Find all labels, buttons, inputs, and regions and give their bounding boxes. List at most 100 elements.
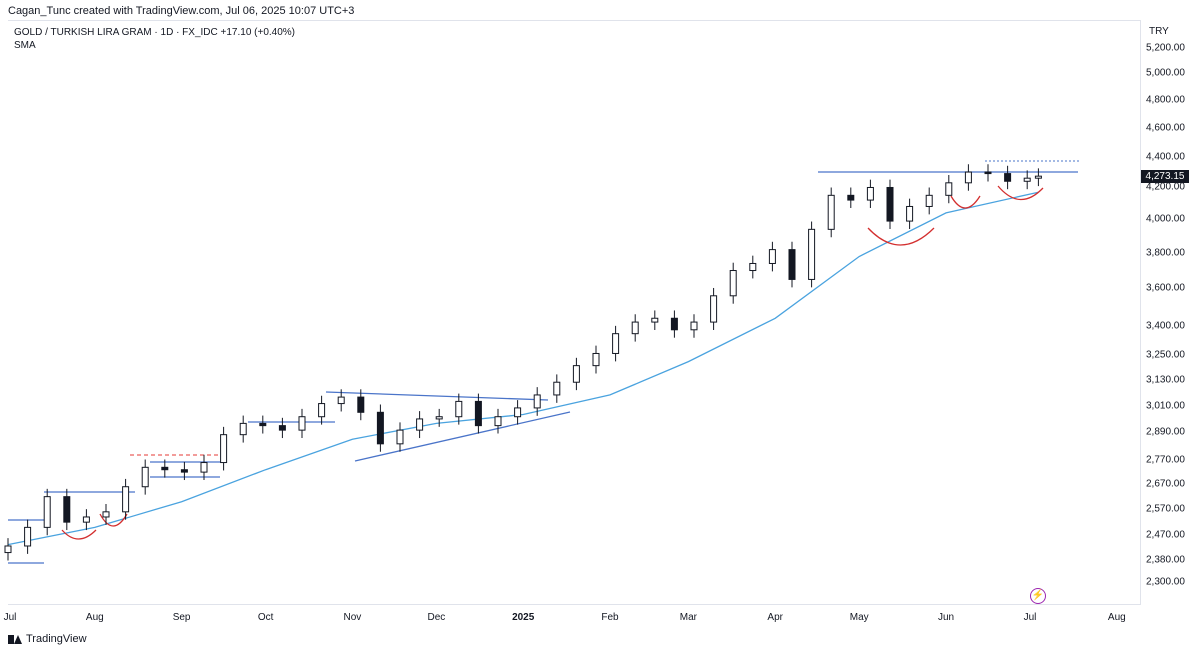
candle-body	[102, 511, 110, 518]
chart-legend: GOLD / TURKISH LIRA GRAM · 1D · FX_IDC +…	[14, 26, 295, 52]
candle	[318, 395, 326, 425]
candle	[866, 179, 874, 208]
currency-label[interactable]: TRY	[1149, 26, 1169, 37]
candle	[200, 454, 208, 481]
candle	[337, 389, 345, 412]
bolt-icon[interactable]: ⚡	[1030, 588, 1046, 604]
candle	[533, 387, 541, 416]
candle-body	[239, 422, 247, 436]
price-axis[interactable]	[1140, 20, 1200, 605]
sma-line-layer	[7, 191, 1039, 546]
price-tick-label: 2,670.00	[1146, 478, 1185, 490]
candle-body	[494, 416, 502, 427]
candle	[514, 400, 522, 425]
arc-3	[867, 227, 935, 246]
candle	[141, 459, 149, 495]
candle	[847, 187, 855, 208]
price-tick-label: 2,770.00	[1146, 454, 1185, 466]
candle	[376, 404, 384, 452]
candle	[592, 345, 600, 374]
time-tick-label: Nov	[343, 612, 362, 623]
author-line: Cagan_Tunc created with TradingView.com,…	[8, 5, 355, 17]
price-tick-label: 4,400.00	[1146, 151, 1185, 163]
candle-body	[553, 381, 561, 396]
candle-body	[24, 526, 32, 547]
candle-body	[533, 394, 541, 409]
candle	[180, 461, 188, 481]
time-tick-label: Aug	[85, 612, 104, 623]
candle-body	[278, 425, 286, 431]
candle	[102, 504, 110, 525]
candle	[82, 509, 90, 531]
candle	[729, 262, 737, 304]
price-tick-label: 4,000.00	[1146, 213, 1185, 225]
candle	[474, 393, 482, 434]
time-tick-label: Aug	[1107, 612, 1126, 623]
candle-body	[474, 400, 482, 427]
candle-body	[514, 407, 522, 418]
candle-body	[964, 171, 972, 184]
time-tick-label: Jun	[937, 612, 955, 623]
price-tick-label: 2,300.00	[1146, 576, 1185, 588]
candle-body	[827, 194, 835, 230]
last-price-tag: 4,273.15	[1141, 170, 1189, 183]
candle	[357, 389, 365, 421]
candle-body	[847, 194, 855, 201]
candle	[239, 415, 247, 443]
candle	[808, 221, 816, 288]
time-tick-label: Apr	[767, 612, 783, 623]
candle	[1023, 170, 1031, 190]
candle	[886, 179, 894, 229]
candle-body	[435, 416, 443, 420]
candle-body	[1023, 177, 1031, 182]
price-tick-label: 3,250.00	[1146, 349, 1185, 361]
indicator-sma-label[interactable]: SMA	[14, 40, 36, 51]
candle	[984, 164, 992, 182]
candle-body	[141, 466, 149, 488]
candle	[435, 408, 443, 427]
candle	[945, 174, 953, 204]
symbol-line[interactable]: GOLD / TURKISH LIRA GRAM · 1D · FX_IDC +…	[14, 27, 296, 38]
candle-body	[788, 249, 796, 280]
candle-body	[906, 205, 914, 222]
time-tick-label: Dec	[427, 612, 446, 623]
candle-body	[357, 396, 365, 413]
candle	[670, 310, 678, 338]
candle-body	[298, 416, 306, 431]
candle-body	[945, 182, 953, 196]
candle	[710, 287, 718, 330]
price-tick-label: 2,470.00	[1146, 529, 1185, 541]
time-tick-label: Jul	[1023, 612, 1037, 623]
candle-body	[1034, 175, 1042, 179]
candle	[122, 478, 130, 520]
candle-body	[161, 466, 169, 471]
tradingview-brand[interactable]: TradingView	[8, 633, 87, 645]
price-tick-label: 5,200.00	[1146, 42, 1185, 54]
candle-body	[82, 516, 90, 523]
candle-body	[612, 333, 620, 354]
price-tick-label: 4,200.00	[1146, 181, 1185, 193]
candle-body	[984, 171, 992, 175]
candle	[43, 488, 51, 536]
candle	[651, 310, 659, 330]
candle-body	[1004, 173, 1012, 182]
candle-body	[63, 496, 71, 523]
candle	[612, 325, 620, 362]
price-tick-label: 2,890.00	[1146, 426, 1185, 438]
chart-pane[interactable]	[8, 20, 1140, 605]
price-tick-label: 5,000.00	[1146, 67, 1185, 79]
triangle-top	[325, 391, 549, 401]
candle-body	[4, 545, 12, 554]
price-tick-label: 3,130.00	[1146, 374, 1185, 386]
candle-body	[455, 400, 463, 418]
candle	[220, 426, 228, 471]
price-tick-label: 3,400.00	[1146, 320, 1185, 332]
candle-body	[337, 396, 345, 405]
triangle-bottom	[354, 411, 571, 462]
candle	[553, 374, 561, 403]
candle-body	[43, 496, 51, 528]
time-tick-label: Jul	[3, 612, 17, 623]
candle-body	[670, 317, 678, 331]
candle	[24, 519, 32, 554]
